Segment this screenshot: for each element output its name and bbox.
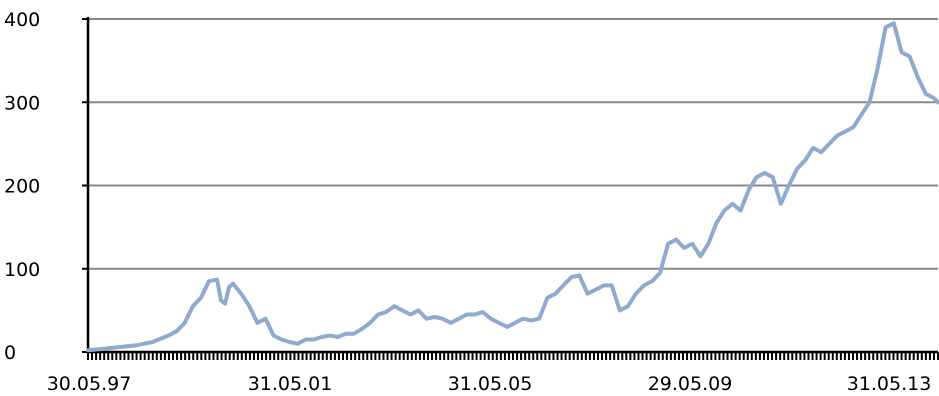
y-tick-label-300: 300 xyxy=(4,92,40,114)
x-tick-label-1: 31.05.01 xyxy=(248,373,333,395)
x-tick-label-3: 29.05.09 xyxy=(648,373,733,395)
y-tick-labels: 0 100 200 300 400 xyxy=(4,9,40,364)
y-axis xyxy=(82,17,90,353)
series-layer xyxy=(86,21,939,353)
x-axis xyxy=(87,350,939,360)
x-tick-label-0: 30.05.97 xyxy=(47,373,132,395)
grid-lines xyxy=(88,18,938,270)
y-tick-label-400: 400 xyxy=(4,9,40,31)
x-tick-label-2: 31.05.05 xyxy=(448,373,533,395)
x-tick-labels: 30.05.97 31.05.01 31.05.05 29.05.09 31.05.13 xyxy=(47,373,932,395)
y-tick-label-100: 100 xyxy=(4,259,40,281)
series-line-0 xyxy=(86,21,939,353)
x-tick-label-4: 31.05.13 xyxy=(847,373,932,395)
y-tick-label-0: 0 xyxy=(4,342,16,364)
y-tick-label-200: 200 xyxy=(4,176,40,198)
